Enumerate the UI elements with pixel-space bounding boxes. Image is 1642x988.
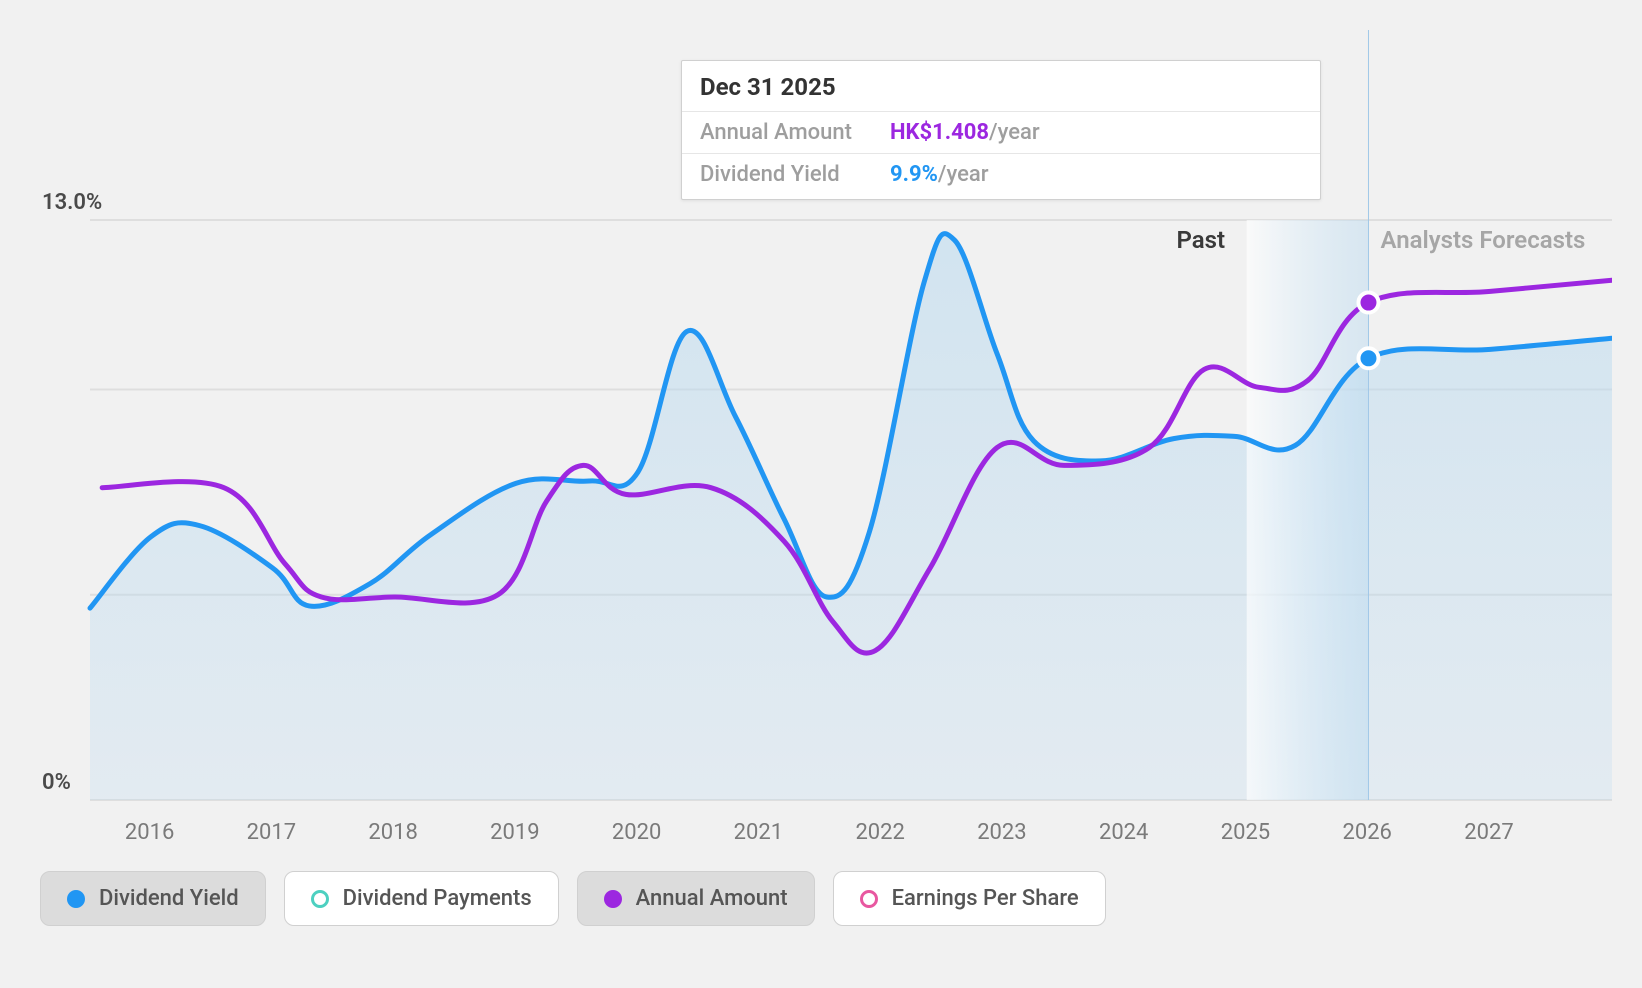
tooltip-row-annual-amount: Annual Amount HK$1.408 /year [682, 112, 1320, 154]
y-axis-label: 13.0% [42, 190, 102, 215]
chart-container: Dec 31 2025 Annual Amount HK$1.408 /year… [0, 0, 1642, 988]
legend-marker-icon [860, 890, 878, 908]
x-axis-label: 2024 [1099, 820, 1148, 845]
legend-marker-icon [311, 890, 329, 908]
legend-label: Dividend Yield [99, 886, 239, 911]
tooltip-value: HK$1.408 [890, 120, 989, 145]
legend-label: Annual Amount [636, 886, 788, 911]
chart-tooltip: Dec 31 2025 Annual Amount HK$1.408 /year… [681, 60, 1321, 200]
tooltip-unit: /year [989, 120, 1040, 145]
x-axis-label: 2027 [1464, 820, 1513, 845]
x-axis-label: 2018 [368, 820, 417, 845]
forecast-label: Analysts Forecasts [1380, 226, 1585, 254]
x-axis-label: 2020 [612, 820, 661, 845]
tooltip-key: Dividend Yield [700, 162, 890, 187]
x-axis-label: 2023 [977, 820, 1026, 845]
legend-marker-icon [67, 890, 85, 908]
x-axis-label: 2022 [855, 820, 904, 845]
past-label: Past [1176, 226, 1225, 254]
tooltip-date: Dec 31 2025 [682, 61, 1320, 112]
x-axis-label: 2025 [1221, 820, 1270, 845]
x-axis-label: 2021 [734, 820, 783, 845]
x-axis-label: 2016 [125, 820, 174, 845]
x-axis-label: 2019 [490, 820, 539, 845]
legend-marker-icon [604, 890, 622, 908]
legend-label: Earnings Per Share [892, 886, 1079, 911]
tooltip-unit: /year [938, 162, 989, 187]
tooltip-row-dividend-yield: Dividend Yield 9.9% /year [682, 154, 1320, 199]
y-axis-label: 0% [42, 770, 71, 795]
tooltip-key: Annual Amount [700, 120, 890, 145]
legend: Dividend Yield Dividend Payments Annual … [40, 871, 1106, 926]
legend-item-earnings-per-share[interactable]: Earnings Per Share [833, 871, 1106, 926]
x-axis-label: 2017 [247, 820, 296, 845]
legend-label: Dividend Payments [343, 886, 532, 911]
x-axis-label: 2026 [1342, 820, 1391, 845]
legend-item-annual-amount[interactable]: Annual Amount [577, 871, 815, 926]
legend-item-dividend-payments[interactable]: Dividend Payments [284, 871, 559, 926]
chart-area[interactable]: Dec 31 2025 Annual Amount HK$1.408 /year… [30, 30, 1612, 850]
legend-item-dividend-yield[interactable]: Dividend Yield [40, 871, 266, 926]
tooltip-value: 9.9% [890, 162, 938, 187]
